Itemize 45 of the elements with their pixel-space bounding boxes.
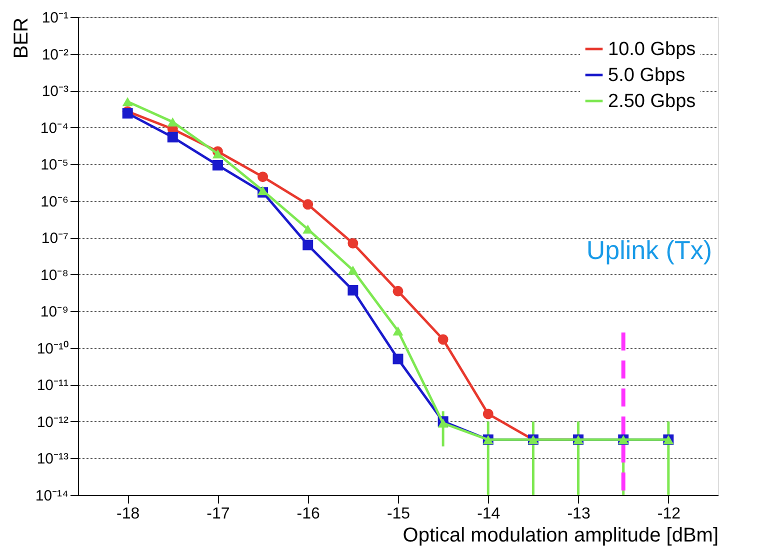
point [482,408,494,420]
point [167,117,178,126]
point [302,199,314,210]
y-tick-label: 10⁻⁷ [41,230,68,248]
point [348,238,358,249]
point [302,224,314,234]
x-tick-label: -13 [567,506,590,522]
y-tick-label: 10⁻¹ [42,10,68,26]
legend-label: 10.0 Gbps [608,39,696,60]
point [167,132,178,142]
x-axis-title: Optical modulation amplitude [dBm] [402,524,718,546]
point [302,240,314,250]
y-tick-label: 10⁻⁴ [40,120,68,137]
y-tick-label: 10⁻¹² [36,414,68,431]
point [258,172,268,182]
x-tick-label: -14 [477,506,500,522]
y-tick-label: 10⁻⁸ [40,266,68,284]
point [438,418,448,428]
y-tick-label: 10⁻² [42,46,68,64]
annotation: Uplink (Tx) [586,235,712,266]
x-tick-label: -15 [386,506,410,522]
y-tick-label: 10⁻⁹ [40,304,68,321]
x-tick-label: -17 [206,506,230,522]
point [438,334,448,345]
y-tick-label: 10⁻⁵ [40,156,68,174]
point [212,149,223,158]
legend-label: 5.0 Gbps [608,65,686,86]
point [392,326,404,336]
point [348,285,358,296]
point [122,97,133,106]
x-tick-label: -16 [296,506,320,522]
legend-label: 2.50 Gbps [608,91,696,112]
point [392,286,404,296]
y-tick-label: 10⁻⁶ [40,193,68,210]
y-tick-label: 10⁻³ [42,83,68,100]
y-tick-label: 10⁻¹⁴ [35,488,68,504]
y-axis-title: BER [10,18,32,59]
point [348,266,358,275]
point [392,354,404,364]
x-tick-label: -12 [657,506,681,522]
y-tick-label: 10⁻¹⁰ [36,340,68,358]
y-tick-label: 10⁻¹³ [36,450,68,468]
point [212,160,223,170]
x-tick-label: -18 [116,506,140,522]
y-tick-label: 10⁻¹¹ [36,377,68,394]
